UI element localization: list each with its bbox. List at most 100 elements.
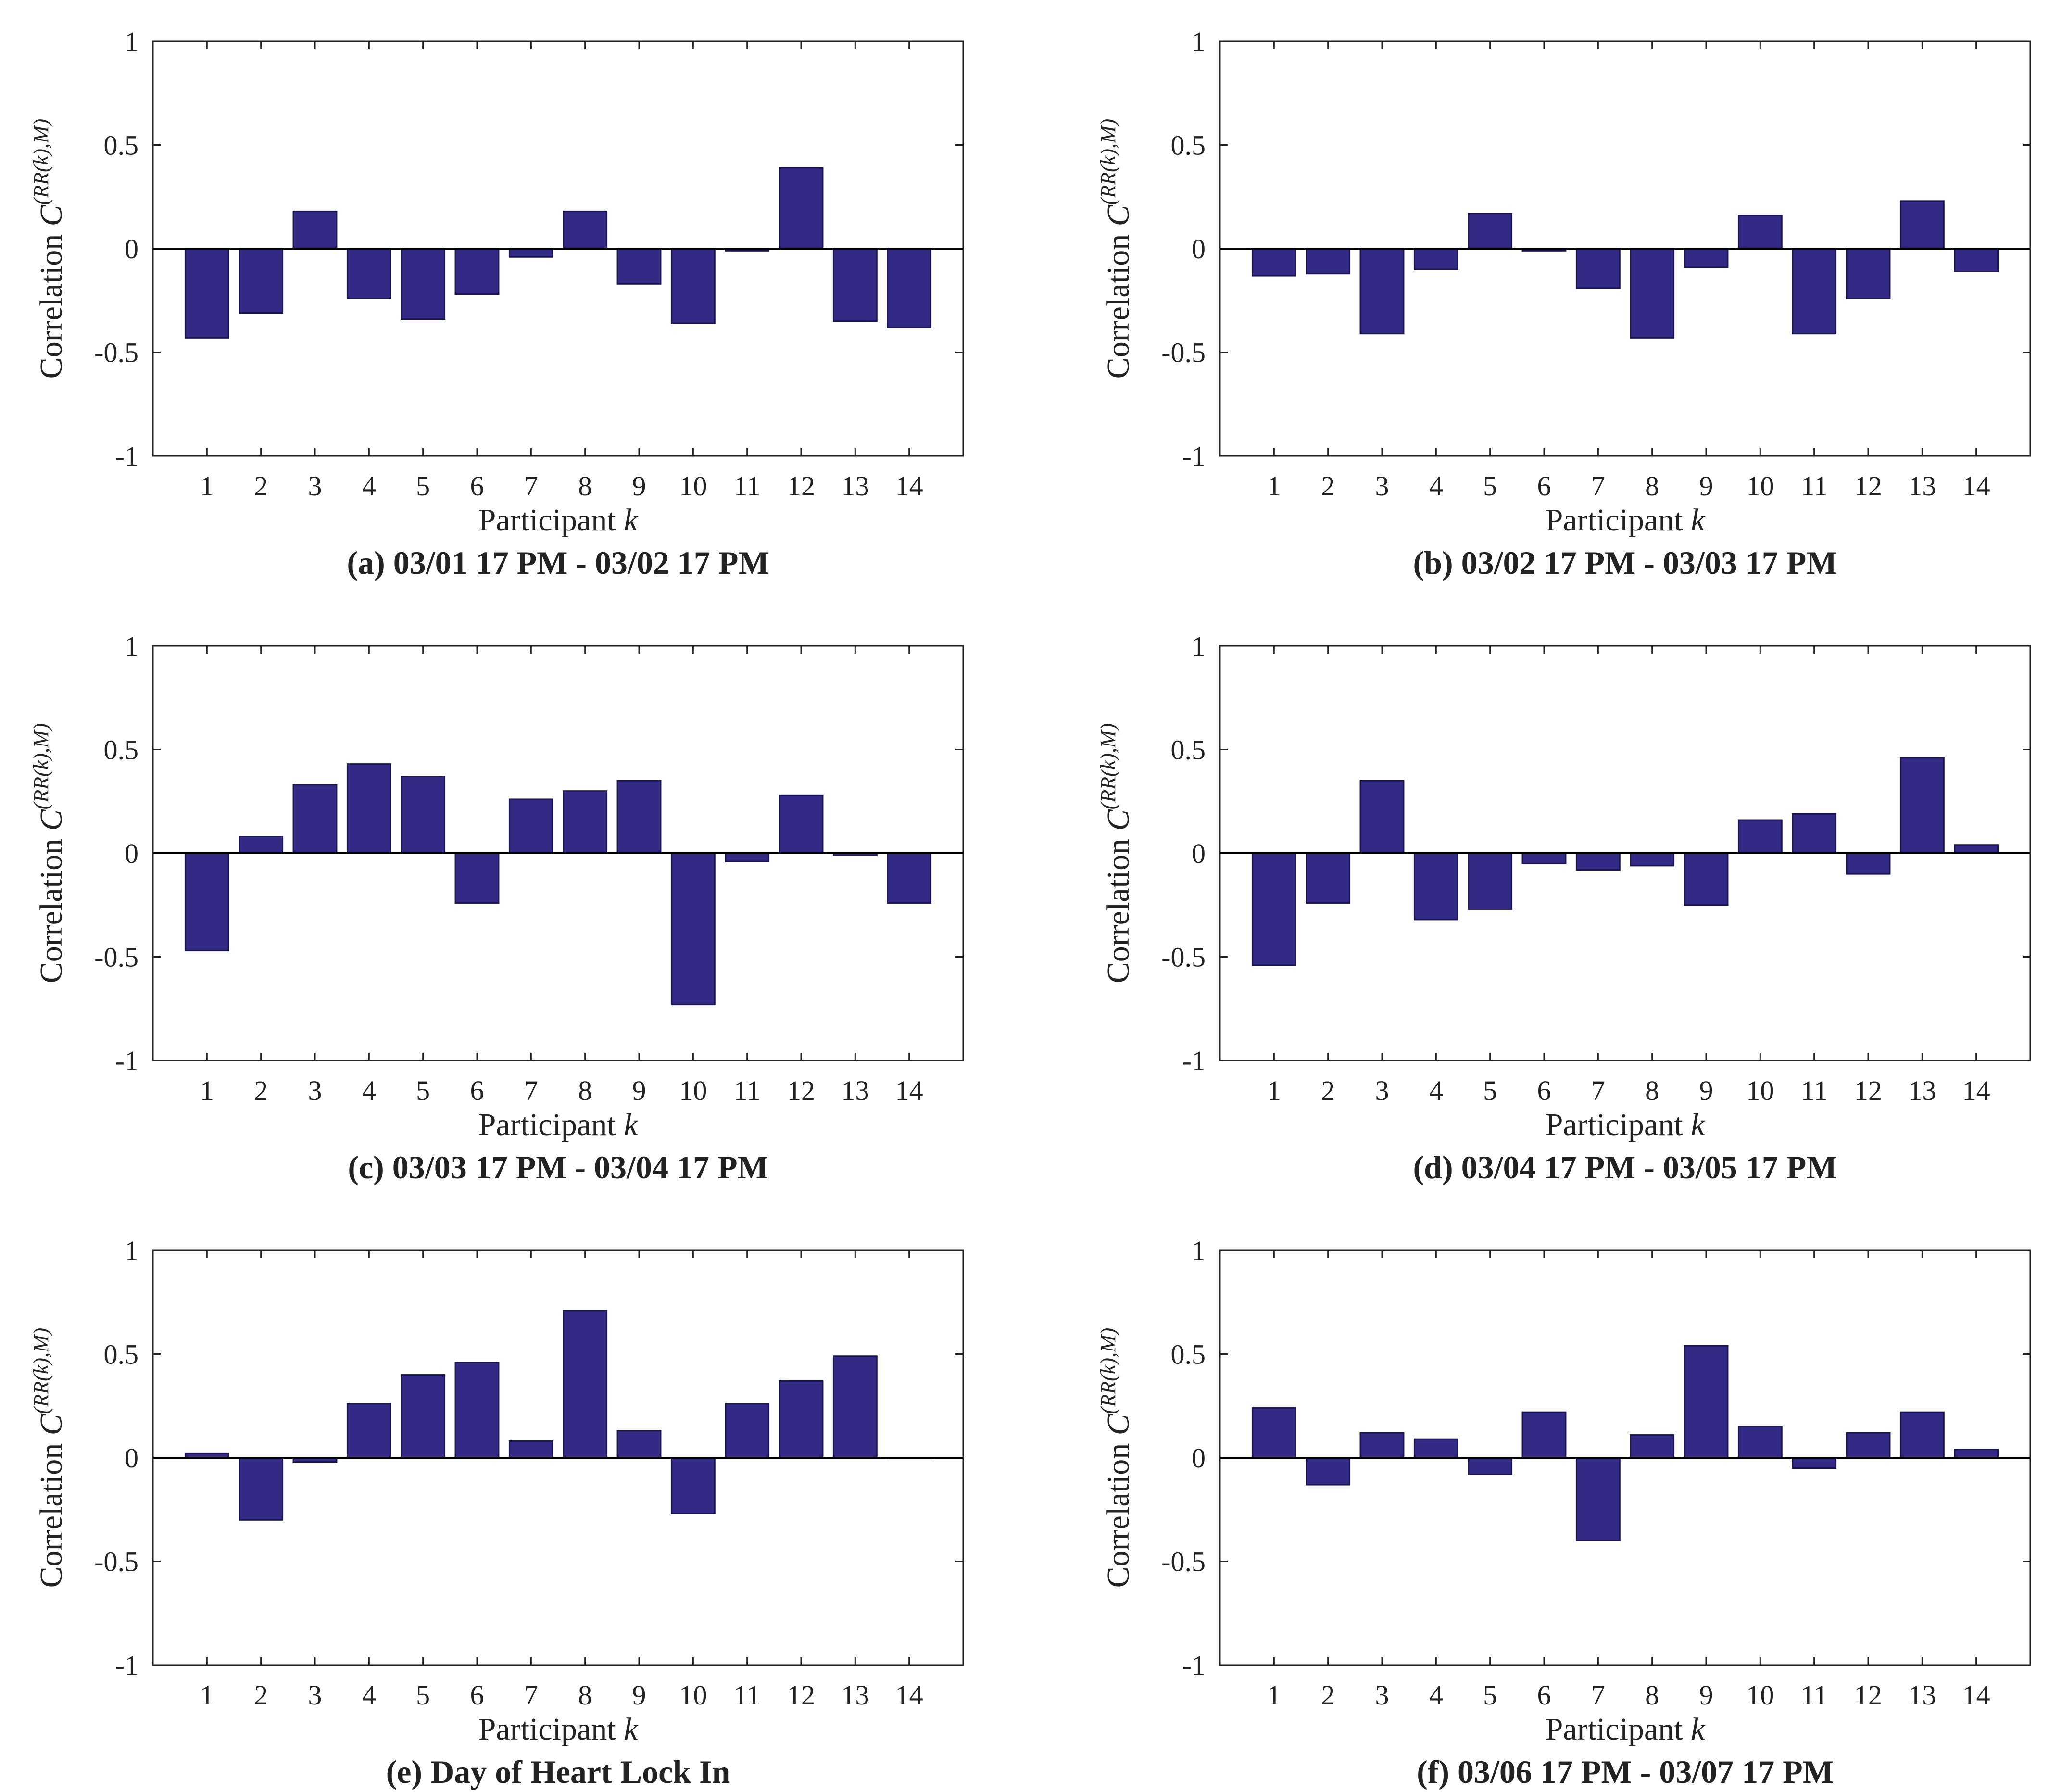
- x-tick-label: 9: [1699, 470, 1713, 502]
- x-tick-label: 8: [578, 470, 592, 502]
- bar-2: [1306, 248, 1351, 275]
- x-axis-label: Participant k: [478, 1107, 639, 1142]
- y-tick-label: 0: [1192, 1442, 1206, 1474]
- y-tick-label: -1: [115, 1045, 138, 1076]
- bar-3: [1359, 780, 1405, 854]
- x-tick-label: 12: [1854, 470, 1882, 502]
- bar-14: [1954, 844, 1999, 854]
- x-tick-label: 5: [416, 1075, 430, 1106]
- x-tick-label: 4: [1429, 470, 1443, 502]
- bar-13: [1899, 757, 1945, 854]
- bar-8: [563, 790, 608, 854]
- y-tick-label: -1: [115, 1650, 138, 1681]
- bar-1: [184, 248, 229, 339]
- y-tick-label: 0.5: [104, 734, 139, 766]
- bar-9: [616, 780, 662, 854]
- bar-5: [401, 776, 446, 854]
- bar-4: [346, 248, 391, 299]
- x-tick-label: 10: [679, 470, 707, 502]
- bar-14: [1954, 1449, 1999, 1459]
- panel-caption: (a) 03/01 17 PM - 03/02 17 PM: [347, 544, 769, 581]
- bar-4: [1413, 248, 1458, 270]
- x-tick-label: 7: [1591, 1679, 1605, 1711]
- x-tick-label: 7: [524, 470, 538, 502]
- x-tick-label: 10: [679, 1075, 707, 1106]
- panel-b: -1-0.500.511 2 3 4 5 6 7 8 9 10 11 12 13 14Participan…: [1096, 26, 2031, 581]
- y-tick-label: 0.5: [1171, 130, 1206, 161]
- panel-d: -1-0.500.511 2 3 4 5 6 7 8 9 10 11 12 13 14Participan…: [1096, 631, 2031, 1186]
- y-tick-label: 1: [125, 26, 138, 57]
- panel-caption: (e) Day of Heart Lock In: [386, 1754, 730, 1790]
- x-tick-label: 3: [1375, 1075, 1389, 1106]
- y-tick-label: -1: [1182, 1045, 1206, 1076]
- x-axis-label: Participant k: [1546, 1712, 1706, 1747]
- y-tick-label: -0.5: [94, 337, 138, 368]
- y-tick-label: -0.5: [94, 1546, 138, 1577]
- x-tick-label: 4: [362, 1679, 376, 1711]
- bar-9: [616, 248, 662, 285]
- y-tick-label: 1: [1192, 631, 1206, 662]
- x-tick-label: 9: [1699, 1679, 1713, 1711]
- y-tick-label: 0: [125, 1442, 138, 1474]
- y-tick-label: 0: [125, 838, 138, 869]
- bar-10: [1737, 215, 1783, 250]
- bar-6: [1521, 852, 1567, 865]
- bar-5: [1468, 1457, 1513, 1475]
- y-tick-label: -1: [115, 441, 138, 472]
- x-tick-label: 12: [1854, 1075, 1882, 1106]
- x-tick-label: 6: [1537, 1075, 1551, 1106]
- bar-11: [1792, 248, 1837, 335]
- bar-10: [670, 1457, 716, 1514]
- x-axis-label: Participant k: [1546, 503, 1706, 538]
- y-tick-label: -0.5: [1161, 942, 1206, 973]
- panel-caption: (c) 03/03 17 PM - 03/04 17 PM: [348, 1149, 768, 1186]
- bar-10: [670, 852, 716, 1006]
- x-axis-label: Participant k: [1546, 1107, 1706, 1142]
- x-tick-label: 11: [1801, 1679, 1828, 1711]
- x-tick-label: 12: [1854, 1679, 1882, 1711]
- panel-caption: (d) 03/04 17 PM - 03/05 17 PM: [1413, 1149, 1837, 1186]
- x-tick-label: 13: [1908, 470, 1936, 502]
- x-tick-label: 14: [895, 1679, 923, 1711]
- x-tick-label: 9: [632, 470, 646, 502]
- bar-2: [239, 1457, 284, 1521]
- bar-6: [454, 852, 500, 904]
- bar-2: [239, 248, 284, 314]
- y-tick-label: -1: [1182, 441, 1206, 472]
- x-tick-label: 12: [787, 470, 815, 502]
- y-tick-label: 0: [1192, 838, 1206, 869]
- x-tick-label: 8: [578, 1679, 592, 1711]
- x-tick-label: 3: [308, 470, 322, 502]
- bar-6: [454, 1362, 500, 1459]
- bar-7: [1575, 248, 1621, 289]
- x-tick-label: 14: [895, 470, 923, 502]
- x-tick-label: 13: [841, 1075, 869, 1106]
- x-tick-label: 1: [1267, 1075, 1281, 1106]
- bar-8: [1630, 1434, 1675, 1459]
- bar-8: [1630, 852, 1675, 867]
- y-tick-label: -0.5: [94, 942, 138, 973]
- x-tick-label: 13: [841, 1679, 869, 1711]
- x-tick-label: 13: [1908, 1679, 1936, 1711]
- bar-8: [563, 1310, 608, 1459]
- x-tick-label: 5: [416, 1679, 430, 1711]
- x-axis-label: Participant k: [478, 1712, 639, 1747]
- x-tick-label: 2: [1321, 1679, 1335, 1711]
- x-tick-label: 6: [1537, 470, 1551, 502]
- y-axis-label: Correlation C(RR(k),M): [1096, 1328, 1136, 1588]
- bar-12: [1846, 248, 1891, 299]
- y-tick-label: -0.5: [1161, 1546, 1206, 1577]
- bar-12: [779, 794, 824, 854]
- x-tick-label: 8: [578, 1075, 592, 1106]
- x-tick-label: 3: [308, 1075, 322, 1106]
- y-tick-label: 1: [125, 1235, 138, 1266]
- y-axis-label: Correlation C(RR(k),M): [29, 1328, 69, 1588]
- x-tick-label: 7: [524, 1679, 538, 1711]
- y-tick-label: 0.5: [1171, 1339, 1206, 1370]
- bar-3: [1359, 1432, 1405, 1459]
- x-tick-label: 2: [254, 470, 268, 502]
- bar-12: [779, 167, 824, 250]
- x-tick-label: 10: [1746, 470, 1774, 502]
- panel-e: -1-0.500.511 2 3 4 5 6 7 8 9 10 11 12 13 14Participan…: [29, 1235, 964, 1790]
- x-tick-label: 5: [416, 470, 430, 502]
